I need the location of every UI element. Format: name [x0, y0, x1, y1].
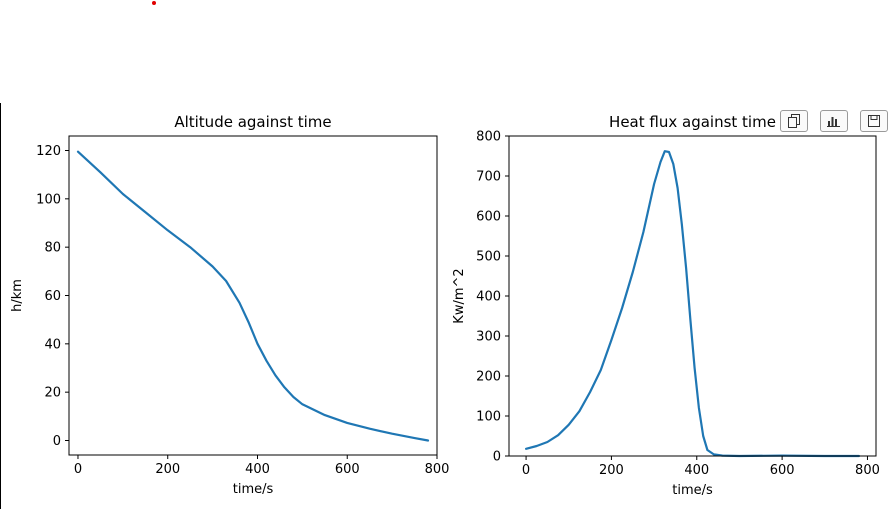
red-dot-marker: [152, 1, 156, 5]
x-axis-label: time/s: [233, 482, 274, 497]
y-tick-label: 300: [476, 330, 501, 345]
y-tick-label: 80: [44, 241, 61, 256]
y-tick-label: 600: [476, 210, 501, 225]
x-axis-label: time/s: [672, 483, 713, 498]
axes-frame: [508, 135, 877, 457]
x-tick-label: 400: [245, 462, 270, 477]
output-toolbar: [780, 110, 888, 132]
copy-icon: [788, 114, 800, 128]
y-tick-label: 100: [36, 192, 61, 207]
save-icon: [868, 115, 880, 127]
copy-button[interactable]: [780, 110, 808, 132]
y-tick-label: 500: [476, 250, 501, 265]
y-tick-label: 800: [476, 130, 501, 145]
chart-button[interactable]: [820, 110, 848, 132]
x-tick-label: 0: [522, 463, 530, 478]
x-tick-label: 800: [855, 463, 880, 478]
x-tick-label: 200: [599, 463, 624, 478]
cell-edge: [0, 103, 1, 509]
y-axis-label: Kw/m^2: [452, 268, 467, 323]
chart-title: Heat flux against time: [609, 113, 776, 131]
x-tick-label: 200: [155, 462, 180, 477]
x-tick-label: 400: [684, 463, 709, 478]
y-tick-label: 0: [493, 450, 501, 465]
x-tick-label: 600: [335, 462, 360, 477]
y-axis-label: h/km: [10, 279, 25, 312]
y-tick-label: 200: [476, 370, 501, 385]
series-line-0: [525, 150, 860, 458]
axes-frame: [68, 135, 438, 456]
y-tick-label: 120: [36, 144, 61, 159]
series-line-0: [76, 150, 430, 442]
y-tick-label: 20: [44, 386, 61, 401]
save-button[interactable]: [860, 110, 888, 132]
y-tick-label: 0: [53, 434, 61, 449]
chart-icon: [827, 117, 840, 127]
altitude-chart: 0 200 400 600 800 0 20 40 60 80 100 120 Altitude aga…: [10, 113, 449, 497]
y-tick-label: 700: [476, 170, 501, 185]
x-tick-label: 800: [425, 462, 450, 477]
chart-title: Altitude against time: [174, 113, 331, 131]
y-tick-label: 60: [44, 289, 61, 304]
heat-flux-chart: 0 200 400 600 800 0 100 200 300 400 500 600 700 800 He…: [452, 113, 880, 498]
x-tick-label: 0: [74, 462, 82, 477]
y-tick-label: 400: [476, 290, 501, 305]
x-tick-label: 600: [770, 463, 795, 478]
y-tick-label: 40: [44, 337, 61, 352]
y-tick-label: 100: [476, 410, 501, 425]
